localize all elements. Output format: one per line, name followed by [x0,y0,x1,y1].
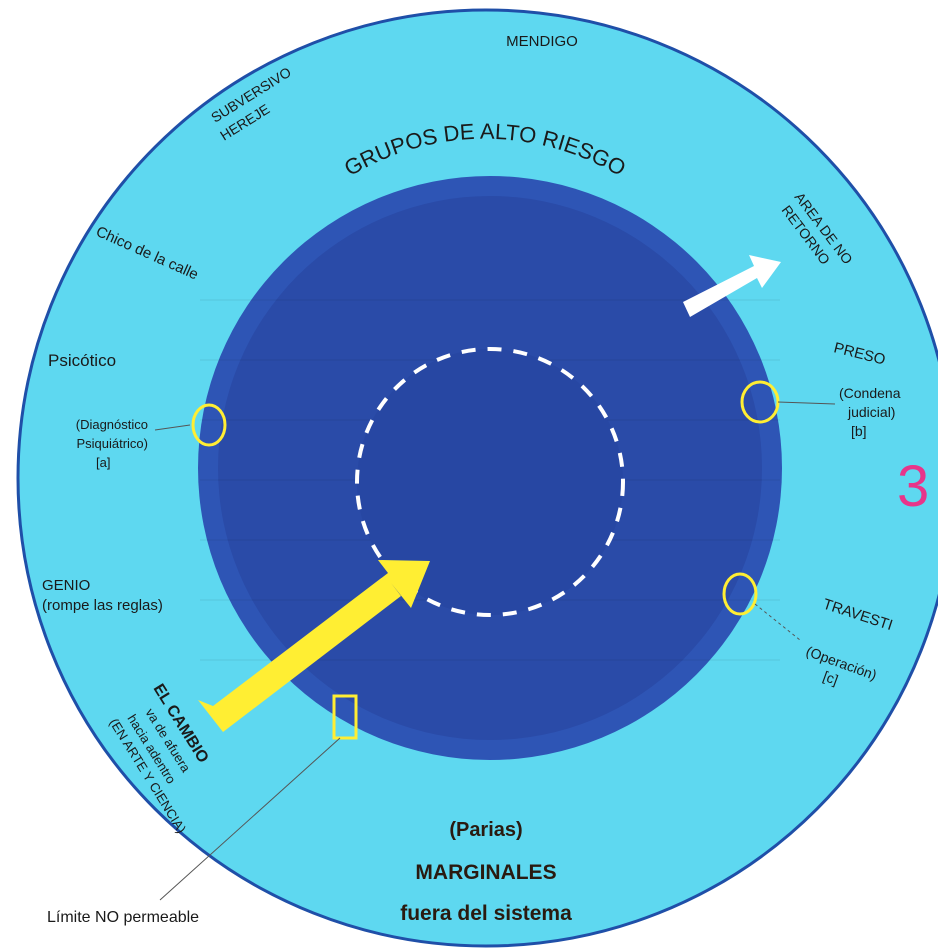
label-condena-line1: (Condena [839,385,901,401]
label-marginales: MARGINALES [415,861,556,884]
label-condena-line3: [b] [851,423,867,439]
label-psicotico: Psicótico [48,351,116,370]
label-diagnostico-line2: Psiquiátrico) [76,436,148,451]
label-diagnostico-line1: (Diagnóstico [76,417,148,432]
page-number: 3 [897,454,929,519]
label-condena-line2: judicial) [847,404,895,420]
label-parias: (Parias) [449,819,522,841]
label-fuera-sistema: fuera del sistema [400,902,572,925]
label-genio-line1: GENIO [42,577,90,594]
label-limite-no-permeable: Límite NO permeable [47,909,199,926]
label-mendigo: MENDIGO [506,33,578,50]
label-genio-line2: (rompe las reglas) [42,597,163,614]
label-diagnostico-line3: [a] [96,455,110,470]
